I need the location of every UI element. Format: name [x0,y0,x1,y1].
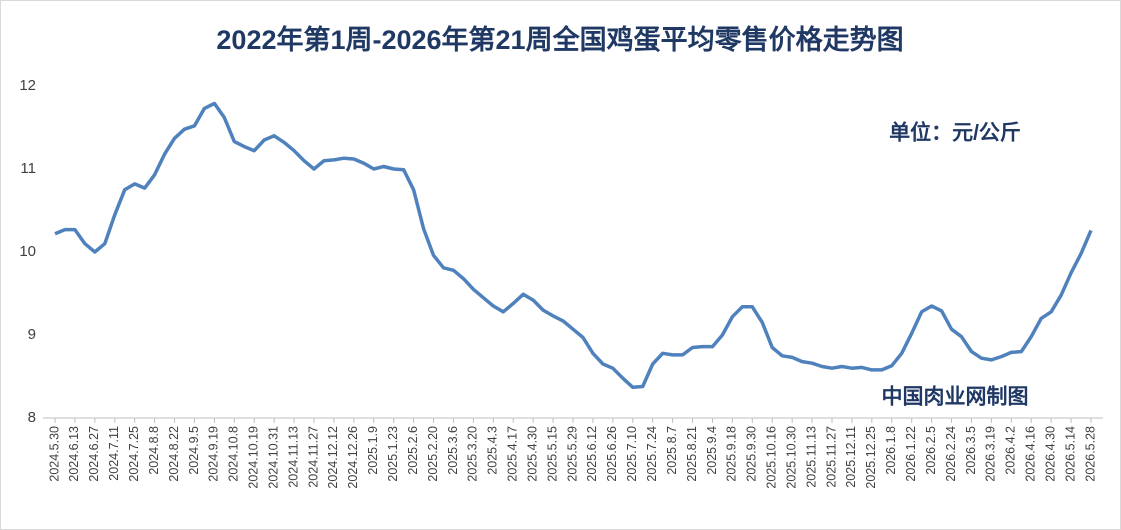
x-tick-label: 2025.7.24 [645,426,659,482]
x-tick-label: 2025.6.26 [605,426,619,482]
x-tick-label: 2025.3.20 [466,426,480,482]
unit-annotation: 单位：元/公斤 [889,121,1021,145]
x-tick-label: 2024.6.27 [87,426,101,482]
x-tick-label: 2025.6.12 [585,426,599,482]
x-tick-label: 2026.3.5 [964,426,978,475]
x-tick-label: 2026.5.14 [1063,426,1077,482]
x-tick-label: 2025.9.4 [705,426,719,475]
y-tick-label: 11 [20,160,36,177]
x-tick-label: 2024.10.19 [247,426,261,489]
x-tick-label: 2026.4.30 [1043,426,1057,482]
x-tick-label: 2025.4.3 [486,426,500,475]
y-tick-label: 10 [19,243,36,260]
x-tick-label: 2024.8.22 [167,426,181,482]
x-tick-label: 2026.4.2 [1004,426,1018,475]
x-tick-label: 2024.12.12 [326,426,340,489]
x-tick-label: 2025.9.18 [725,426,739,482]
x-tick-label: 2024.7.11 [107,426,121,481]
x-tick-label: 2025.3.6 [446,426,460,475]
x-tick-label: 2024.11.13 [286,426,300,488]
x-tick-label: 2024.7.25 [127,426,141,482]
x-tick-label: 2024.6.13 [67,426,81,482]
y-tick-label: 12 [19,77,36,94]
x-tick-label: 2025.10.30 [784,426,798,489]
x-tick-label: 2025.11.13 [804,426,818,488]
x-tick-label: 2025.1.23 [386,426,400,482]
x-tick-label: 2024.10.8 [227,426,241,482]
x-tick-label: 2024.12.26 [346,426,360,489]
x-tick-label: 2026.2.5 [924,426,938,475]
x-tick-label: 2025.2.6 [406,426,420,475]
x-tick-label: 2026.3.19 [984,426,998,482]
x-tick-label: 2025.5.15 [545,426,559,482]
chart-title: 2022年第1周-2026年第21周全国鸡蛋平均零售价格走势图 [216,24,903,55]
x-tick-label: 2025.5.29 [565,426,579,482]
x-tick-label: 2025.11.27 [824,426,838,488]
x-tick-label: 2026.1.8 [884,426,898,475]
x-tick-label: 2024.11.27 [306,426,320,488]
x-tick-label: 2024.8.8 [147,426,161,475]
x-tick-label: 2026.1.22 [904,426,918,482]
x-tick-label: 2025.12.11 [844,426,858,488]
x-tick-label: 2025.8.21 [685,426,699,482]
x-tick-label: 2026.2.24 [944,426,958,482]
x-tick-label: 2025.9.30 [745,426,759,482]
source-annotation: 中国肉业网制图 [882,386,1029,409]
x-tick-label: 2024.9.5 [187,426,201,475]
x-tick-label: 2025.1.9 [366,426,380,475]
x-tick-label: 2025.8.7 [665,426,679,475]
x-tick-label: 2025.12.25 [864,426,878,489]
x-tick-label: 2025.2.20 [426,426,440,482]
x-tick-label: 2024.9.19 [207,426,221,482]
x-tick-label: 2026.4.16 [1024,426,1038,482]
series-line [54,101,1093,390]
x-tick-label: 2026.5.28 [1083,426,1097,482]
x-tick-label: 2025.4.17 [506,426,520,482]
x-tick-label: 2025.7.10 [625,426,639,482]
y-tick-label: 9 [28,326,36,343]
x-tick-label: 2024.10.31 [266,426,280,489]
x-tick-label: 2025.10.16 [765,426,779,489]
y-tick-label: 8 [28,409,36,426]
x-tick-label: 2025.4.30 [525,426,539,482]
x-tick-label: 2024.5.30 [47,426,61,482]
